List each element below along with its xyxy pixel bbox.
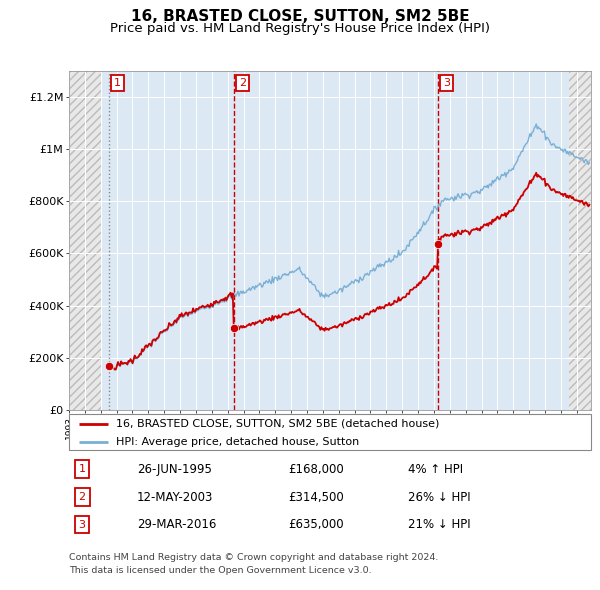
Text: 3: 3 (443, 78, 450, 88)
Text: £314,500: £314,500 (288, 491, 344, 504)
Text: 26% ↓ HPI: 26% ↓ HPI (409, 491, 471, 504)
Text: 29-MAR-2016: 29-MAR-2016 (137, 518, 216, 531)
Text: 1: 1 (114, 78, 121, 88)
Text: 12-MAY-2003: 12-MAY-2003 (137, 491, 213, 504)
Text: £635,000: £635,000 (288, 518, 344, 531)
FancyBboxPatch shape (69, 414, 591, 450)
Text: This data is licensed under the Open Government Licence v3.0.: This data is licensed under the Open Gov… (69, 566, 371, 575)
Text: Price paid vs. HM Land Registry's House Price Index (HPI): Price paid vs. HM Land Registry's House … (110, 22, 490, 35)
Text: 21% ↓ HPI: 21% ↓ HPI (409, 518, 471, 531)
Text: 26-JUN-1995: 26-JUN-1995 (137, 463, 212, 476)
Text: 16, BRASTED CLOSE, SUTTON, SM2 5BE: 16, BRASTED CLOSE, SUTTON, SM2 5BE (131, 9, 469, 24)
Text: Contains HM Land Registry data © Crown copyright and database right 2024.: Contains HM Land Registry data © Crown c… (69, 553, 439, 562)
Text: 2: 2 (239, 78, 246, 88)
Text: 1: 1 (79, 464, 86, 474)
Text: 4% ↑ HPI: 4% ↑ HPI (409, 463, 463, 476)
Text: HPI: Average price, detached house, Sutton: HPI: Average price, detached house, Sutt… (116, 437, 359, 447)
Text: £168,000: £168,000 (288, 463, 344, 476)
Text: 16, BRASTED CLOSE, SUTTON, SM2 5BE (detached house): 16, BRASTED CLOSE, SUTTON, SM2 5BE (deta… (116, 419, 439, 429)
Text: 2: 2 (79, 492, 86, 502)
Text: 3: 3 (79, 520, 86, 529)
